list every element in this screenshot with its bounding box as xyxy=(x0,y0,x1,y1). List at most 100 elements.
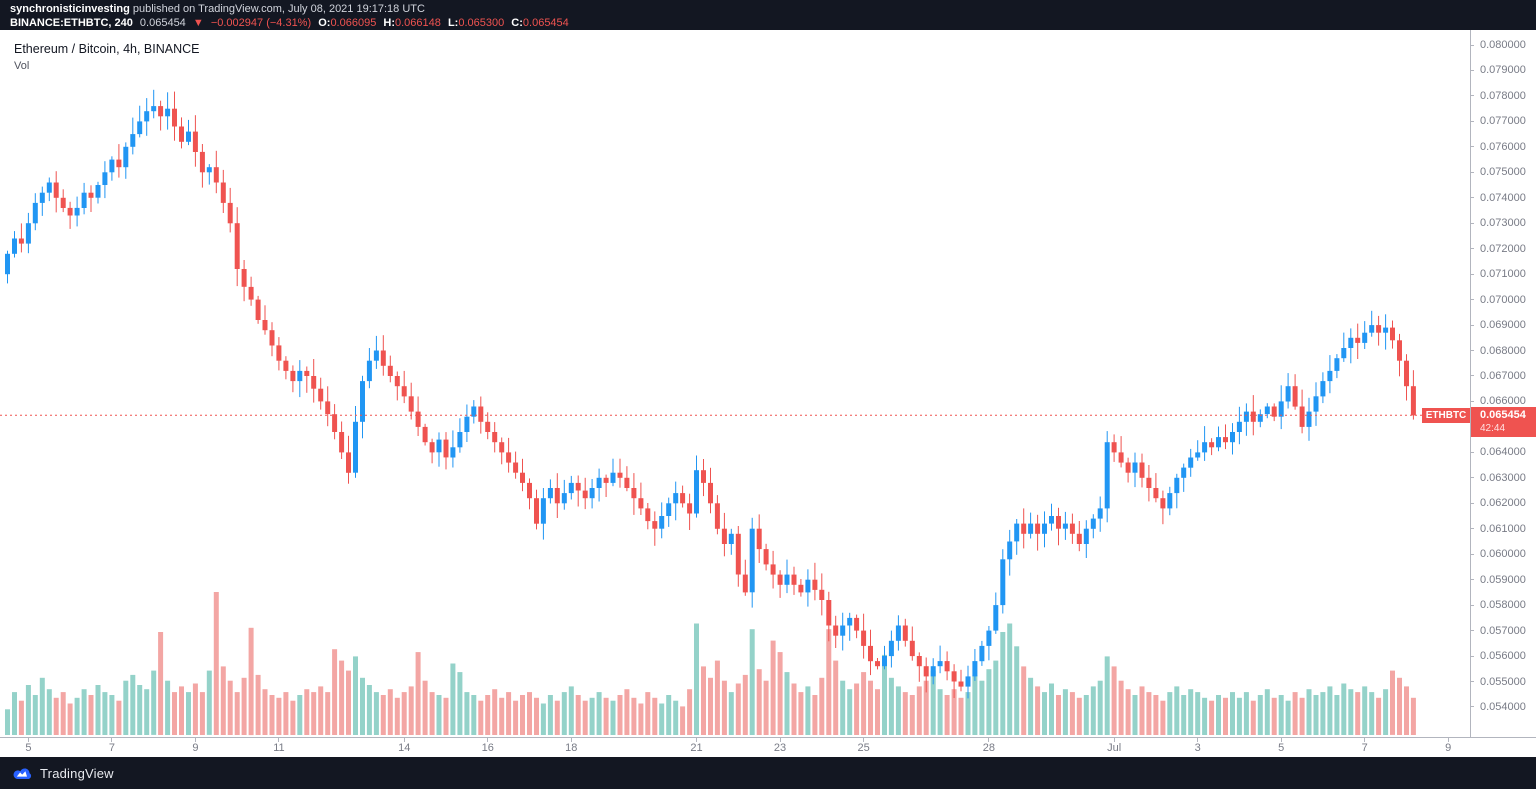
time-tick-label: 18 xyxy=(565,742,578,754)
volume-bar xyxy=(763,680,769,735)
volume-bar xyxy=(408,686,414,735)
price-tick-label: 0.072000 xyxy=(1480,242,1526,255)
candle-body xyxy=(276,345,282,361)
volume-bar xyxy=(742,674,748,735)
price-tick-label: 0.074000 xyxy=(1480,191,1526,204)
price-tick xyxy=(1470,223,1474,224)
candle-body xyxy=(1062,523,1068,529)
candle-body xyxy=(568,482,574,494)
candle-body xyxy=(805,579,811,593)
volume-bar xyxy=(1056,695,1061,735)
candle-body xyxy=(485,421,491,432)
candle-body xyxy=(394,376,400,387)
price-tick xyxy=(1470,95,1474,96)
price-tick xyxy=(1470,350,1474,351)
symbol-price-flag: ETHBTC xyxy=(1422,408,1470,423)
volume-bar xyxy=(179,686,184,735)
candle-wick xyxy=(1155,473,1157,503)
volume-bar xyxy=(728,692,734,735)
price-tick xyxy=(1470,554,1474,555)
candle-body xyxy=(1125,462,1131,473)
time-tick-label: 5 xyxy=(1278,742,1285,754)
candle-body xyxy=(708,482,713,504)
candle-body xyxy=(325,401,331,415)
candle-body xyxy=(1306,411,1312,427)
candle-body xyxy=(1271,406,1277,417)
candle-body xyxy=(408,396,414,412)
price-tick xyxy=(1470,706,1474,707)
down-arrow-icon: ▼ xyxy=(192,17,204,29)
volume-bar xyxy=(547,695,553,735)
time-tick xyxy=(1114,738,1115,742)
candle-body xyxy=(332,414,338,432)
candle-body xyxy=(248,286,254,300)
candle-body xyxy=(513,462,519,473)
candle-body xyxy=(1097,508,1103,519)
volume-bar xyxy=(234,692,240,735)
attribution-text: published on TradingView.com, July 08, 2… xyxy=(129,3,425,15)
price-tick-label: 0.060000 xyxy=(1480,548,1526,561)
candle-body xyxy=(582,490,588,499)
volume-bar xyxy=(130,674,136,735)
volume-bar xyxy=(464,692,470,735)
candle-body xyxy=(1348,337,1354,348)
volume-bar xyxy=(297,695,303,735)
time-tick-label: 7 xyxy=(108,742,115,754)
candle-body xyxy=(346,452,351,473)
volume-bar xyxy=(916,686,922,735)
candle-body xyxy=(457,432,463,448)
price-tick-label: 0.068000 xyxy=(1480,344,1526,357)
low-value: 0.065300 xyxy=(458,17,505,29)
volume-bar xyxy=(60,692,66,735)
candle-body xyxy=(1390,327,1395,341)
candle-body xyxy=(116,159,122,168)
price-tick xyxy=(1470,605,1474,606)
volume-bar xyxy=(165,680,171,735)
candle-wick xyxy=(1371,310,1373,337)
volume-bar xyxy=(499,697,505,735)
candle-body xyxy=(742,574,748,593)
tradingview-brand[interactable]: TradingView xyxy=(40,765,114,781)
candle-body xyxy=(735,533,741,575)
candle-body xyxy=(464,416,470,432)
price-tick xyxy=(1470,477,1474,478)
candle-wick xyxy=(153,89,155,119)
time-tick-label: 3 xyxy=(1194,742,1201,754)
candle-wick xyxy=(208,164,210,185)
candle-body xyxy=(540,498,546,524)
volume-bar xyxy=(735,683,741,735)
candle-body xyxy=(652,521,658,529)
candle-body xyxy=(1383,327,1389,333)
price-tick xyxy=(1470,452,1474,453)
candle-body xyxy=(547,488,553,499)
candle-body xyxy=(777,574,783,585)
volume-bar xyxy=(1230,692,1235,735)
volume-bar xyxy=(540,703,546,735)
price-tick-label: 0.061000 xyxy=(1480,522,1526,535)
candle-body xyxy=(784,574,790,585)
candle-body xyxy=(179,126,184,142)
candle-wick xyxy=(918,652,920,682)
volume-bar xyxy=(102,692,108,735)
volume-bar xyxy=(534,697,539,735)
price-scale[interactable]: 0.080000 0.079000 0.078000 0.077000 0.076000… xyxy=(1470,30,1536,757)
chart-canvas[interactable] xyxy=(0,30,1470,737)
volume-bar xyxy=(965,692,971,735)
volume-bar xyxy=(714,660,720,735)
volume-bar xyxy=(1376,697,1382,735)
last-price-value: 0.065454 xyxy=(1480,409,1526,421)
price-tick-label: 0.058000 xyxy=(1480,599,1526,612)
volume-bar xyxy=(88,695,94,735)
volume-bar xyxy=(353,656,358,735)
time-tick-label: 16 xyxy=(481,742,494,754)
candle-body xyxy=(1243,411,1249,422)
volume-bar xyxy=(373,692,379,735)
price-tick-label: 0.056000 xyxy=(1480,650,1526,663)
volume-bar xyxy=(979,680,985,735)
volume-bar xyxy=(513,700,519,735)
candle-wick xyxy=(960,669,962,692)
volume-bar xyxy=(1397,677,1402,735)
volume-bar xyxy=(485,695,491,735)
time-scale[interactable]: 5 7 9 11 14 16 18 21 23 25 28 Jul 3 5 7 9 xyxy=(0,737,1536,757)
volume-bar xyxy=(32,695,38,735)
